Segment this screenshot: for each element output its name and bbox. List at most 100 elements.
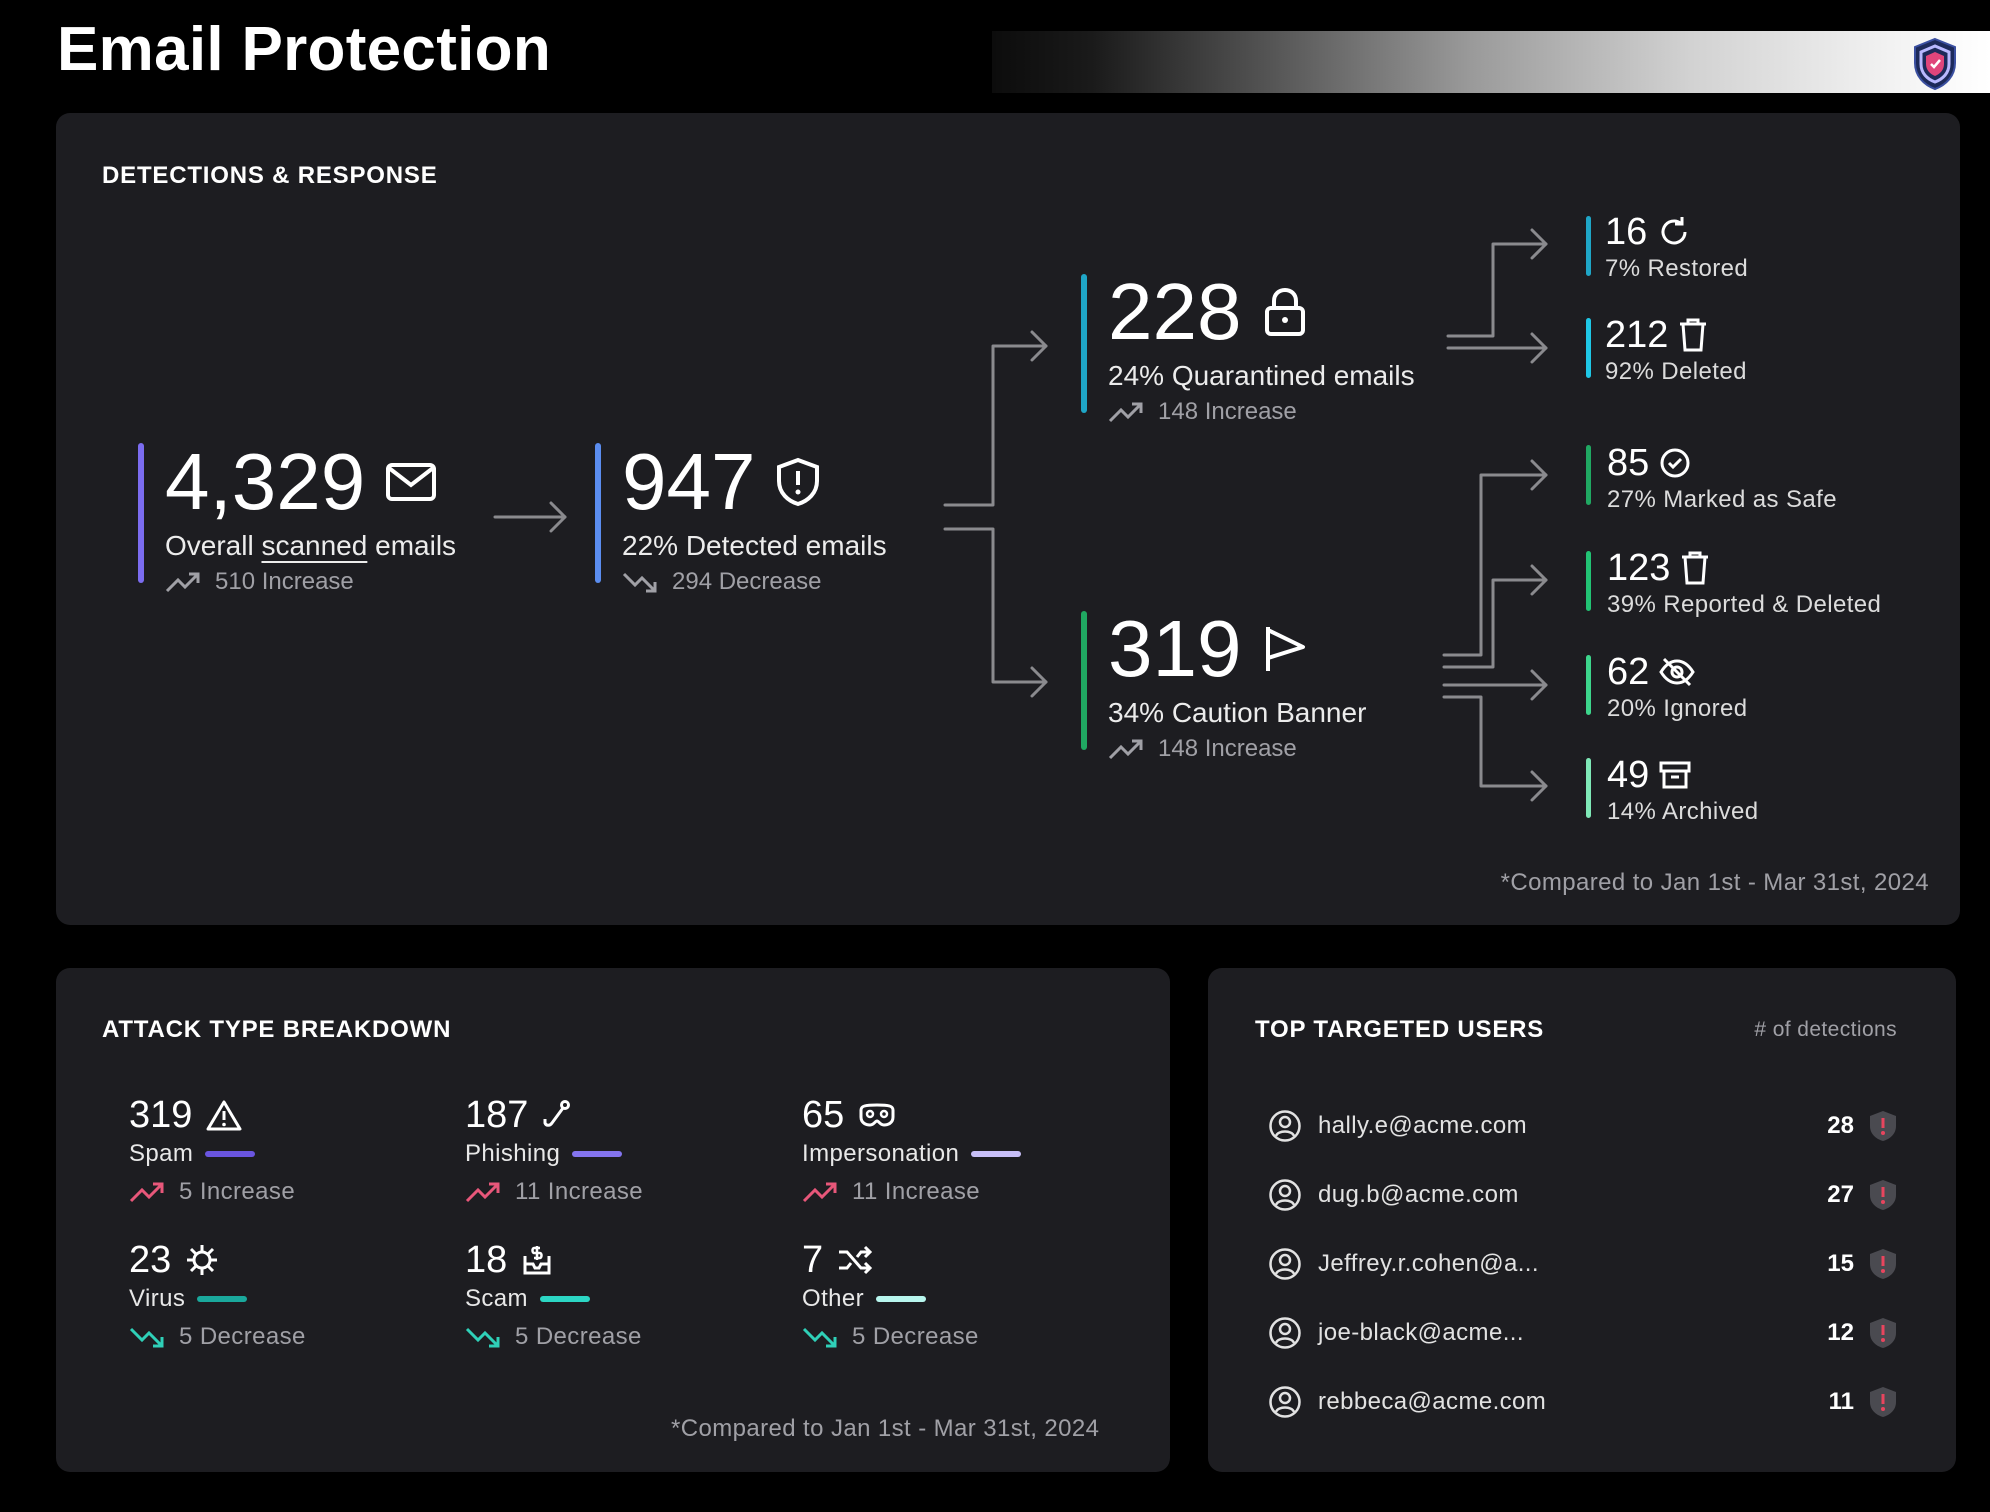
- impersonation-label: Impersonation: [802, 1140, 960, 1167]
- flag-icon: [1266, 627, 1306, 671]
- scanned-trend: 510 Increase: [165, 568, 456, 596]
- quarantined-bar: [1081, 274, 1087, 413]
- trash-icon: [1680, 318, 1707, 352]
- attack-note: *Compared to Jan 1st - Mar 31st, 2024: [671, 1415, 1100, 1442]
- trend-down-icon: [129, 1327, 164, 1348]
- user-email: Jeffrey.r.cohen@a...: [1318, 1249, 1539, 1277]
- user-email: joe-black@acme...: [1318, 1318, 1524, 1346]
- check-circle-icon: [1660, 448, 1690, 478]
- user-email: hally.e@acme.com: [1318, 1111, 1528, 1139]
- user-row[interactable]: dug.b@acme.com 27: [1268, 1160, 1898, 1229]
- user-avatar-icon: [1269, 1178, 1301, 1211]
- ignored-bar: [1586, 655, 1591, 715]
- warning-icon: [206, 1100, 242, 1131]
- caution-trend: 148 Increase: [1108, 735, 1366, 763]
- deleted-metric: 212 92% Deleted: [1605, 316, 1747, 386]
- shield-alert-icon: [777, 457, 820, 507]
- user-row[interactable]: joe-black@acme... 12: [1268, 1298, 1898, 1367]
- restored-label: 7% Restored: [1605, 255, 1749, 282]
- user-row[interactable]: Jeffrey.r.cohen@a... 15: [1268, 1229, 1898, 1298]
- restored-bar: [1586, 216, 1591, 276]
- attack-item-virus: 23 Virus 5 Decrease: [129, 1241, 306, 1351]
- scanned-metric: 4,329 Overall scanned emails 510 Increas…: [165, 442, 456, 596]
- restored-value: 16: [1605, 211, 1648, 253]
- trash-icon: [1682, 551, 1709, 585]
- scam-legend-line: [539, 1296, 590, 1302]
- safe-bar: [1586, 445, 1591, 505]
- scam-trend: 5 Decrease: [515, 1323, 642, 1350]
- archived-value: 49: [1607, 754, 1650, 796]
- quarantined-value: 228: [1108, 267, 1242, 356]
- mail-icon: [386, 463, 437, 501]
- detected-metric: 947 22% Detected emails 294 Decrease: [622, 442, 887, 596]
- spam-trend: 5 Increase: [179, 1178, 296, 1205]
- detections-title: DETECTIONS & RESPONSE: [102, 162, 438, 189]
- quarantined-trend: 148 Increase: [1108, 398, 1415, 426]
- detected-label: 22% Detected emails: [622, 530, 887, 561]
- shield-alert-icon: [1870, 1179, 1896, 1210]
- user-avatar-icon: [1269, 1316, 1301, 1349]
- impersonation-trend: 11 Increase: [852, 1178, 981, 1205]
- phishing-trend: 11 Increase: [515, 1178, 644, 1205]
- spam-label: Spam: [129, 1140, 194, 1167]
- quarantined-metric: 228 24% Quarantined emails 148 Increase: [1108, 272, 1415, 426]
- user-row[interactable]: rebbeca@acme.com 11: [1268, 1367, 1898, 1436]
- caution-metric: 319 34% Caution Banner 148 Increase: [1108, 609, 1366, 763]
- caution-bar: [1081, 611, 1087, 750]
- phishing-value: 187: [465, 1094, 529, 1136]
- virus-trend: 5 Decrease: [179, 1323, 306, 1350]
- reported-metric: 123 39% Reported & Deleted: [1607, 549, 1881, 619]
- scam-value: 18: [465, 1239, 508, 1281]
- archived-bar: [1586, 758, 1591, 818]
- mask-icon: [859, 1103, 895, 1127]
- user-detection-count: 27: [1827, 1180, 1854, 1208]
- safe-metric: 85 27% Marked as Safe: [1607, 444, 1837, 514]
- users-panel: [1208, 968, 1956, 1472]
- trend-up-icon: [1108, 402, 1143, 423]
- user-row[interactable]: hally.e@acme.com 28: [1268, 1091, 1898, 1160]
- page-title: Email Protection: [57, 15, 552, 84]
- user-detection-count: 15: [1827, 1249, 1854, 1277]
- phishing-label: Phishing: [465, 1140, 561, 1167]
- trend-up-icon: [129, 1182, 164, 1203]
- detected-trend: 294 Decrease: [622, 568, 887, 596]
- scam-icon: [523, 1246, 551, 1275]
- deleted-label: 92% Deleted: [1605, 358, 1747, 385]
- attack-item-other: 7 Other 5 Decrease: [802, 1241, 979, 1351]
- user-avatar-icon: [1269, 1109, 1301, 1142]
- detections-note: *Compared to Jan 1st - Mar 31st, 2024: [1500, 869, 1929, 896]
- users-title: TOP TARGETED USERS: [1255, 1016, 1545, 1043]
- trend-up-icon: [802, 1182, 837, 1203]
- attack-item-impersonation: 65 Impersonation 11 Increase: [802, 1094, 1022, 1206]
- other-legend-line: [876, 1296, 927, 1302]
- virus-legend-line: [197, 1296, 248, 1302]
- attack-item-phishing: 187 Phishing 11 Increase: [465, 1096, 643, 1206]
- user-avatar-icon: [1269, 1385, 1301, 1418]
- caution-value: 319: [1108, 604, 1242, 693]
- lock-icon: [1265, 287, 1306, 336]
- other-label: Other: [802, 1285, 865, 1312]
- other-value: 7: [802, 1239, 824, 1281]
- hook-icon: [543, 1100, 571, 1127]
- refresh-icon: [1661, 217, 1687, 245]
- virus-icon: [187, 1245, 218, 1275]
- other-trend: 5 Decrease: [852, 1323, 979, 1350]
- detections-panel: [56, 113, 1960, 925]
- safe-value: 85: [1607, 442, 1650, 484]
- deleted-value: 212: [1605, 314, 1669, 356]
- spam-legend-line: [205, 1151, 256, 1157]
- impersonation-legend-line: [971, 1151, 1022, 1157]
- shield-alert-icon: [1870, 1248, 1896, 1279]
- impersonation-value: 65: [802, 1094, 845, 1136]
- attack-item-spam: 319 Spam 5 Increase: [129, 1096, 295, 1206]
- detected-bar: [595, 443, 601, 583]
- shuffle-icon: [839, 1245, 873, 1275]
- user-detection-count: 11: [1828, 1387, 1854, 1415]
- reported-bar: [1586, 551, 1591, 611]
- reported-value: 123: [1607, 547, 1671, 589]
- reported-label: 39% Reported & Deleted: [1607, 591, 1882, 618]
- archive-icon: [1659, 761, 1691, 789]
- trend-up-icon: [465, 1182, 500, 1203]
- shield-alert-icon: [1870, 1110, 1896, 1141]
- eye-off-icon: [1659, 657, 1696, 687]
